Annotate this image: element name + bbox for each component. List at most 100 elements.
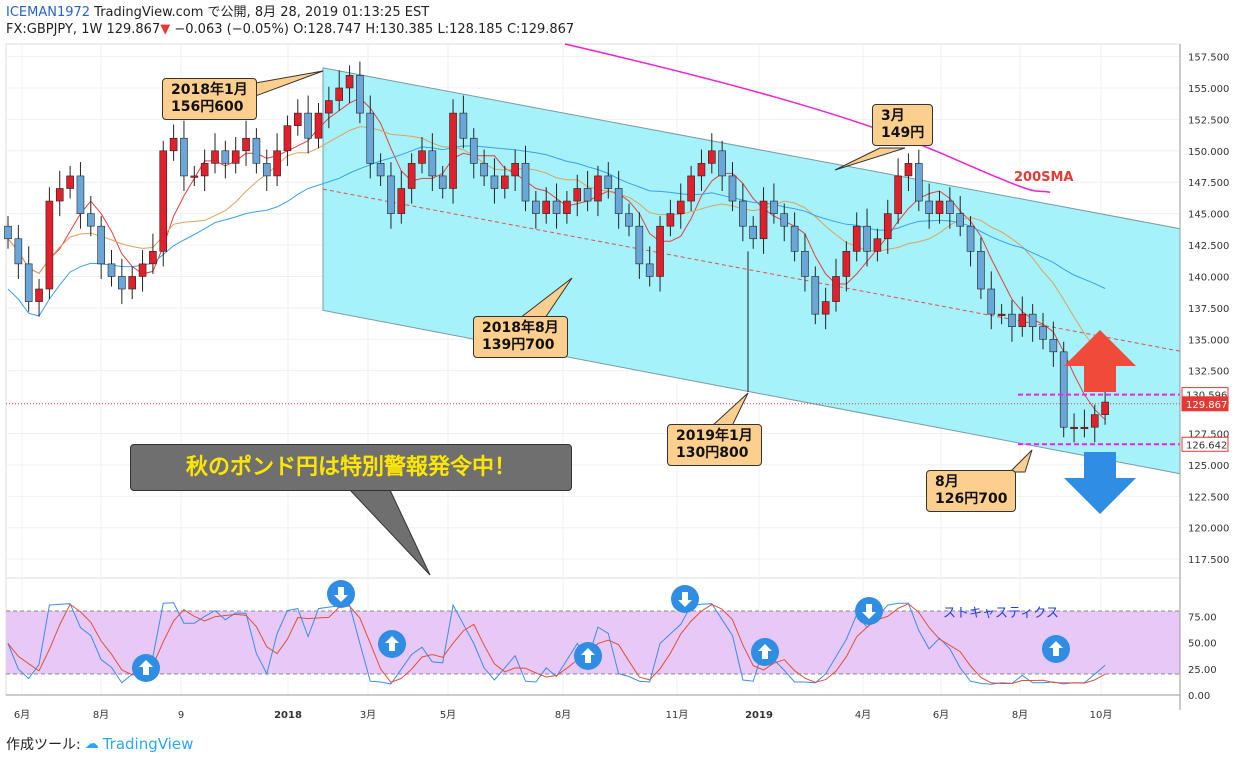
author-link[interactable]: ICEMAN1972: [6, 5, 91, 20]
candle-up: [873, 238, 882, 252]
candle-down: [366, 112, 375, 164]
candle-down: [180, 137, 188, 177]
candle-down: [625, 213, 633, 227]
candle-up: [759, 200, 768, 240]
callout-aug-2018: 2018年8月 139円700: [473, 316, 568, 358]
candle-down: [635, 225, 644, 265]
x-tick-label: 8月: [93, 709, 109, 721]
callout-aug-2019: 8月 126円700: [926, 470, 1017, 512]
candle-down: [76, 175, 85, 214]
symbol-label: FX:GBPJPY, 1W: [6, 22, 103, 37]
tradingview-link[interactable]: TradingView: [102, 735, 194, 753]
candle-up: [1080, 426, 1089, 430]
candle-up: [190, 175, 199, 178]
signal-arrow-shape: [581, 648, 595, 663]
price-tag-low-bg: [1181, 436, 1229, 452]
candle-down: [14, 238, 23, 265]
candle-down: [480, 163, 488, 177]
y-tick-label: 122.500: [1188, 492, 1229, 503]
stoch-tick-label: 75.00: [1188, 612, 1217, 623]
candle-up: [55, 188, 64, 202]
candle-down: [604, 175, 613, 189]
x-tick-label: 8月: [1012, 709, 1028, 721]
candle-down: [262, 163, 271, 177]
candle-down: [97, 225, 105, 265]
candle-down: [790, 225, 799, 252]
y-tick-label: 152.500: [1188, 115, 1229, 126]
ohlc-open: O:128.747: [293, 22, 362, 37]
price-tag-last: 129.867: [1186, 400, 1227, 411]
y-tick-label: 132.500: [1188, 367, 1229, 378]
candle-up: [407, 163, 416, 189]
candle-up: [397, 188, 406, 214]
candle-down: [966, 225, 975, 252]
channel-midline: [322, 188, 1181, 352]
x-tick-label: 6月: [14, 709, 30, 721]
y-tick-label: 142.500: [1188, 241, 1229, 252]
candle-up: [283, 125, 292, 152]
candle-up: [169, 137, 178, 152]
candle-up: [200, 163, 209, 177]
candle-down: [1028, 313, 1037, 328]
candle-up: [666, 213, 675, 227]
candle-down: [459, 112, 468, 139]
y-tick-label: 135.000: [1188, 335, 1229, 346]
y-tick-label: 155.000: [1188, 84, 1229, 95]
candle-down: [739, 200, 747, 227]
x-tick-label: 10月: [1090, 709, 1113, 721]
sma-label: 200SMA: [1014, 170, 1074, 185]
stoch-tick-label: 25.00: [1188, 665, 1217, 676]
candle-down: [987, 288, 996, 315]
candle-up: [697, 163, 706, 177]
signal-arrow-shape: [385, 636, 399, 651]
candle-up: [325, 100, 333, 114]
candle-down: [1049, 338, 1058, 353]
candle-up: [128, 276, 136, 290]
candle-up: [904, 163, 913, 177]
y-tick-label: 117.500: [1188, 555, 1229, 566]
chart-header: ICEMAN1972 TradingView.com で公開, 8月 28, 2…: [6, 4, 574, 38]
signal-arrow-shape: [862, 604, 876, 619]
candle-up: [1070, 426, 1078, 430]
candle-up: [883, 213, 892, 240]
candle-up: [293, 112, 302, 126]
tradingview-logo-icon: ☁: [84, 736, 99, 752]
candle-down: [946, 200, 954, 214]
candle-down: [749, 225, 758, 240]
candle-up: [138, 263, 147, 277]
candle-down: [87, 213, 95, 227]
candle-down: [304, 112, 312, 139]
candle-up: [676, 200, 685, 214]
candle-up: [500, 175, 509, 189]
candle-down: [118, 276, 126, 290]
candle-down: [583, 188, 592, 202]
x-tick-label: 5月: [440, 709, 456, 721]
x-tick-label: 2019: [745, 710, 773, 721]
candle-up: [449, 112, 457, 189]
ma-long-line: [7, 145, 1106, 317]
x-tick-label: 9: [178, 710, 184, 721]
candle-up: [894, 175, 902, 214]
candle-down: [614, 188, 623, 214]
candle-down: [780, 213, 789, 227]
y-tick-label: 127.500: [1188, 430, 1229, 441]
warning-banner: 秋のポンド円は特別警報発令中！: [130, 444, 572, 491]
header-line1: ICEMAN1972 TradingView.com で公開, 8月 28, 2…: [6, 4, 574, 21]
candle-up: [687, 175, 695, 202]
y-tick-label: 157.500: [1188, 53, 1229, 64]
candle-up: [935, 200, 944, 214]
candle-up: [707, 150, 716, 164]
signal-arrow-shape: [334, 587, 348, 602]
price-tag-high: 130.596: [1186, 391, 1227, 402]
footer: 作成ツール: ☁ TradingView: [6, 734, 193, 754]
stoch-tick-label: 0.00: [1188, 691, 1210, 702]
candle-up: [511, 163, 519, 177]
candle-up: [345, 75, 354, 89]
y-tick-label: 120.000: [1188, 524, 1229, 535]
candle-up: [573, 188, 582, 202]
candle-up: [66, 175, 74, 189]
candle-down: [863, 225, 871, 252]
x-tick-label: 4月: [855, 709, 871, 721]
candle-down: [107, 263, 116, 277]
candle-up: [563, 200, 571, 214]
